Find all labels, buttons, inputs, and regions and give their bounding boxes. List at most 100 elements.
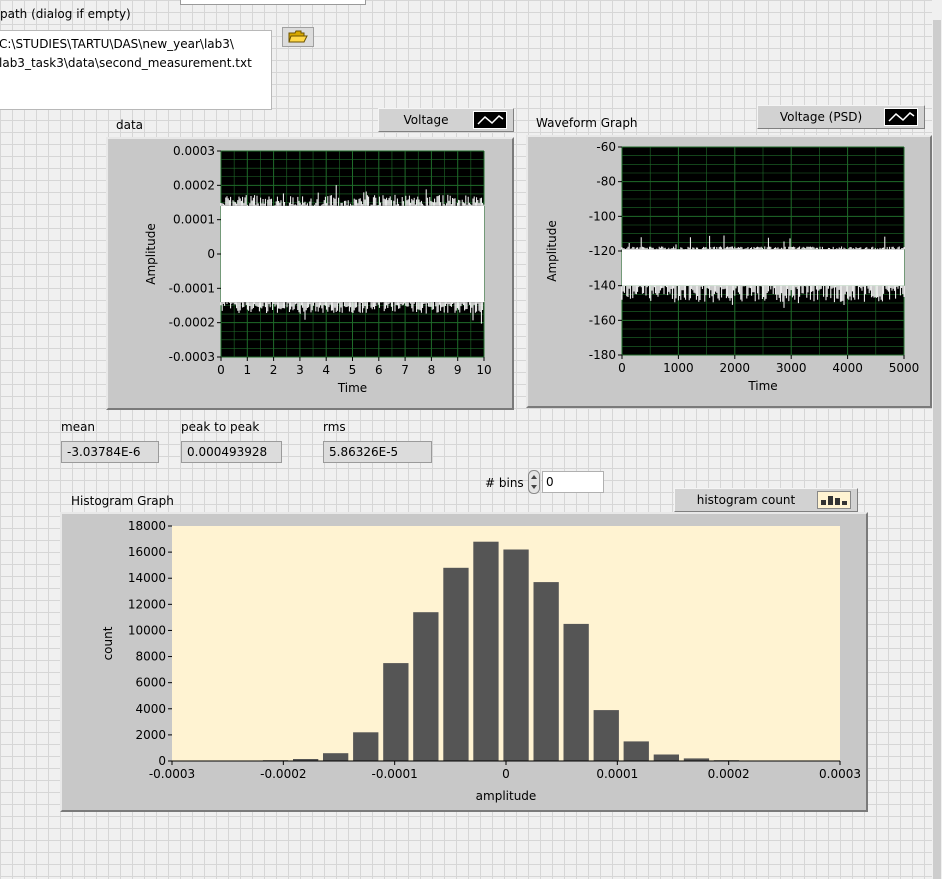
data-graph-legend[interactable]: Voltage bbox=[378, 108, 514, 132]
x-axis-title: Time bbox=[337, 381, 367, 395]
histogram-legend-text: histogram count bbox=[696, 493, 796, 507]
signal-lower-noise bbox=[220, 300, 485, 324]
x-tick-label: 9 bbox=[454, 363, 462, 377]
histogram-bar bbox=[623, 741, 649, 761]
histogram-bar bbox=[653, 754, 679, 761]
x-tick-label: 1 bbox=[243, 363, 251, 377]
histogram-bar bbox=[683, 758, 710, 761]
histogram-bar bbox=[353, 732, 379, 761]
y-tick-label: -120 bbox=[589, 244, 616, 258]
y-tick-label: 0.0002 bbox=[173, 178, 215, 192]
x-tick-label: 5000 bbox=[889, 361, 920, 375]
histogram-bar bbox=[563, 623, 589, 761]
x-tick-label: 3000 bbox=[776, 361, 807, 375]
histogram-label: Histogram Graph bbox=[71, 494, 174, 508]
signal-core bbox=[622, 249, 904, 286]
y-tick-label: -60 bbox=[596, 140, 616, 154]
scrollbar-thumb[interactable] bbox=[933, 20, 941, 879]
mean-indicator: -3.03784E-6 bbox=[61, 441, 159, 463]
histogram-bar bbox=[413, 612, 439, 761]
bins-label: # bins bbox=[485, 476, 524, 490]
histogram-bar bbox=[443, 567, 469, 761]
x-tick-label: 3 bbox=[296, 363, 304, 377]
histogram-bar bbox=[533, 582, 559, 761]
bins-increment-decrement[interactable] bbox=[528, 470, 540, 494]
x-tick-label: 1000 bbox=[663, 361, 694, 375]
y-tick-label: 0.0003 bbox=[173, 144, 215, 158]
psd-graph-legend[interactable]: Voltage (PSD) bbox=[757, 105, 925, 129]
path-line-1: C:\STUDIES\TARTU\DAS\new_year\lab3\ bbox=[0, 37, 234, 51]
psd-graph-frame: -60 -80 -100 -120 -140 -160 -180 0 1000 2000 3000 4… bbox=[526, 135, 932, 408]
signal-upper-noise bbox=[621, 235, 905, 250]
x-tick-label: 0.0001 bbox=[596, 767, 638, 781]
x-tick-label: 8 bbox=[428, 363, 436, 377]
signal-lower-noise bbox=[621, 283, 905, 308]
data-graph-label: data bbox=[116, 118, 144, 132]
y-tick-label: -0.0003 bbox=[169, 350, 215, 364]
y-tick-label: -160 bbox=[589, 313, 616, 327]
psd-legend-text: Voltage (PSD) bbox=[779, 110, 863, 124]
y-tick-label: -100 bbox=[589, 209, 616, 223]
y-tick-label: -0.0002 bbox=[169, 316, 215, 330]
path-line-2: lab3_task3\data\second_measurement.txt bbox=[0, 56, 252, 70]
histogram-bar bbox=[473, 541, 499, 761]
y-tick-label: 2000 bbox=[135, 728, 166, 742]
y-tick-label: -140 bbox=[589, 279, 616, 293]
y-tick-label: 12000 bbox=[128, 597, 166, 611]
y-tick-label: 4000 bbox=[135, 702, 166, 716]
line-style-icon bbox=[473, 111, 507, 129]
y-tick-label: -80 bbox=[596, 175, 616, 189]
path-input[interactable]: C:\STUDIES\TARTU\DAS\new_year\lab3\ lab3… bbox=[0, 30, 272, 110]
browse-button[interactable] bbox=[282, 27, 314, 47]
x-tick-label: 2 bbox=[270, 363, 278, 377]
signal-core bbox=[221, 205, 484, 303]
histogram-bar bbox=[593, 710, 619, 761]
line-style-icon bbox=[884, 108, 918, 126]
histogram-plot[interactable]: 0 2000 4000 6000 8000 10000 12000 14000 16000 180… bbox=[62, 514, 866, 810]
top-control-edge bbox=[180, 0, 366, 5]
y-axis-title: count bbox=[101, 626, 115, 660]
x-tick-label: 4 bbox=[322, 363, 330, 377]
y-tick-label: 14000 bbox=[128, 571, 166, 585]
y-tick-label: 10000 bbox=[128, 623, 166, 637]
signal-upper-noise bbox=[220, 185, 485, 208]
x-axis-title: Time bbox=[747, 379, 777, 393]
y-tick-label: 0 bbox=[207, 247, 215, 261]
rms-indicator: 5.86326E-5 bbox=[323, 441, 432, 463]
x-tick-label: 0 bbox=[618, 361, 626, 375]
data-graph-frame: 0.0003 0.0002 0.0001 0 -0.0001 -0.0002 -0.0003… bbox=[106, 137, 514, 410]
psd-graph-label: Waveform Graph bbox=[536, 116, 638, 130]
y-tick-label: -180 bbox=[589, 348, 616, 362]
y-tick-label: -0.0001 bbox=[169, 281, 215, 295]
histogram-bar bbox=[323, 753, 349, 761]
bins-input[interactable]: 0 bbox=[542, 471, 604, 493]
y-tick-label: 16000 bbox=[128, 545, 166, 559]
peak-to-peak-indicator: 0.000493928 bbox=[181, 441, 282, 463]
mean-label: mean bbox=[61, 420, 96, 434]
x-tick-label: -0.0003 bbox=[149, 767, 195, 781]
histogram-bar bbox=[293, 759, 319, 761]
histogram-bar bbox=[383, 663, 409, 761]
y-tick-label: 8000 bbox=[135, 650, 166, 664]
x-axis-title: amplitude bbox=[476, 789, 537, 803]
data-graph-plot[interactable]: 0.0003 0.0002 0.0001 0 -0.0001 -0.0002 -0.0003… bbox=[108, 139, 512, 408]
x-tick-label: 0.0003 bbox=[819, 767, 861, 781]
x-tick-label: -0.0002 bbox=[260, 767, 306, 781]
x-tick-label: 0.0002 bbox=[708, 767, 750, 781]
y-axis-title: Amplitude bbox=[144, 223, 158, 285]
y-tick-label: 18000 bbox=[128, 519, 166, 533]
histogram-bar bbox=[503, 549, 529, 761]
x-tick-label: 0 bbox=[217, 363, 225, 377]
x-tick-label: 0 bbox=[502, 767, 510, 781]
x-tick-label: 5 bbox=[349, 363, 357, 377]
y-tick-label: 6000 bbox=[135, 676, 166, 690]
histogram-legend[interactable]: histogram count bbox=[674, 488, 858, 512]
path-label: path (dialog if empty) bbox=[0, 7, 131, 21]
x-tick-label: 7 bbox=[401, 363, 409, 377]
histogram-frame: 0 2000 4000 6000 8000 10000 12000 14000 16000 180… bbox=[60, 512, 868, 812]
x-tick-label: 6 bbox=[375, 363, 383, 377]
psd-graph-plot[interactable]: -60 -80 -100 -120 -140 -160 -1800 1000 2000 3000 4… bbox=[528, 137, 930, 406]
x-tick-label: 10 bbox=[476, 363, 491, 377]
folder-icon bbox=[288, 30, 308, 43]
y-axis-title: Amplitude bbox=[545, 220, 559, 282]
